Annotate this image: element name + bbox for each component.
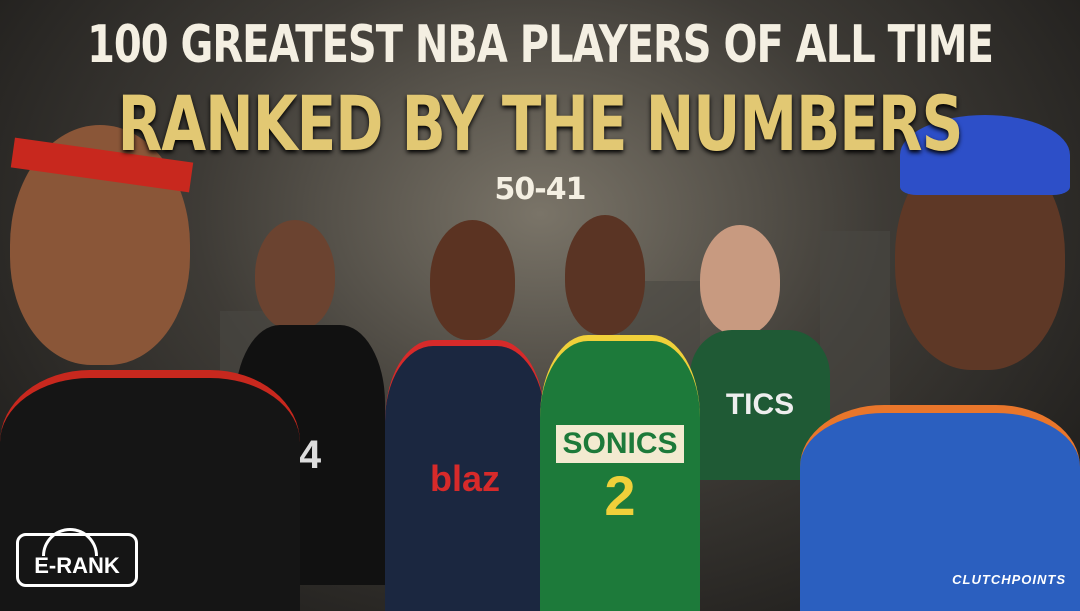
blazers-jersey: blaz <box>385 340 545 611</box>
jersey-text: SONICS <box>556 424 684 463</box>
player-head <box>565 215 645 335</box>
headband <box>900 115 1070 195</box>
clutchpoints-logo: CLUTCHPOINTS <box>952 572 1066 587</box>
player-head <box>700 225 780 335</box>
player-head <box>255 220 335 330</box>
building <box>820 231 890 431</box>
title-line1: 100 GREATEST NBA PLAYERS OF ALL TIME <box>87 15 994 75</box>
player-head <box>430 220 515 340</box>
jersey-text: TICS <box>725 388 795 421</box>
sonics-jersey: SONICS 2 <box>540 335 700 611</box>
erank-logo-text: E-RANK <box>34 553 120 578</box>
erank-logo: E-RANK <box>16 533 138 587</box>
jersey-text: blaz <box>429 457 500 499</box>
sixers-jersey <box>0 370 300 611</box>
thunder-jersey <box>800 405 1080 611</box>
jersey-number: 4 <box>298 432 322 477</box>
rank-range: 50-41 <box>494 172 587 207</box>
title-line2: RANKED BY THE NUMBERS <box>117 79 964 169</box>
jersey-number: 2 <box>604 463 636 527</box>
